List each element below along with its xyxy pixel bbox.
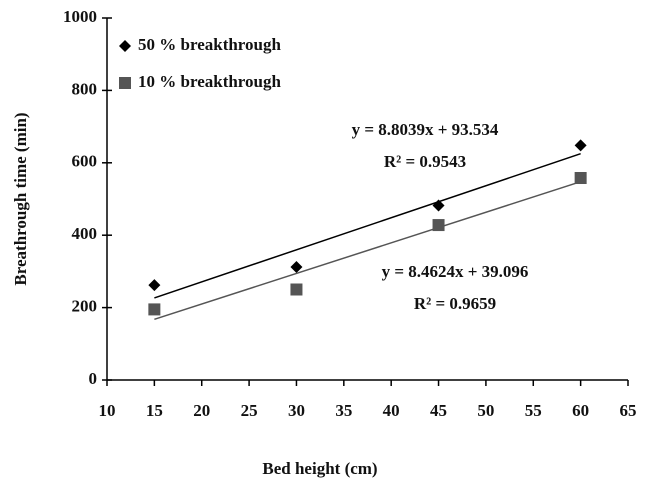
trendline bbox=[154, 152, 581, 299]
point bbox=[432, 199, 445, 212]
x-tick-label: 30 bbox=[288, 401, 305, 420]
point bbox=[148, 303, 161, 316]
annotation: y = 8.4624x + 39.096 bbox=[382, 262, 529, 281]
x-tick-label: 20 bbox=[193, 401, 210, 420]
x-tick-label: 25 bbox=[241, 401, 258, 420]
legend-label: 50 % breakthrough bbox=[138, 35, 282, 54]
x-tick-label: 15 bbox=[146, 401, 163, 420]
x-tick-label: 55 bbox=[525, 401, 542, 420]
trendline bbox=[154, 180, 581, 321]
y-tick-label: 600 bbox=[72, 152, 98, 171]
y-tick-label: 200 bbox=[72, 297, 98, 316]
x-tick-label: 35 bbox=[335, 401, 352, 420]
point bbox=[574, 139, 587, 152]
y-tick-label: 1000 bbox=[63, 7, 97, 26]
y-tick-label: 0 bbox=[89, 369, 98, 388]
x-tick-label: 10 bbox=[99, 401, 116, 420]
x-tick-label: 50 bbox=[477, 401, 494, 420]
x-tick-label: 40 bbox=[383, 401, 400, 420]
x-tick-label: 45 bbox=[430, 401, 447, 420]
point bbox=[574, 172, 587, 185]
legend-label: 10 % breakthrough bbox=[138, 72, 282, 91]
y-tick-label: 800 bbox=[72, 79, 98, 98]
legend-marker bbox=[119, 77, 131, 89]
annotation: R² = 0.9659 bbox=[414, 294, 496, 313]
x-tick-label: 60 bbox=[572, 401, 589, 420]
annotation: y = 8.8039x + 93.534 bbox=[352, 120, 499, 139]
y-axis-label: Breathrough time (min) bbox=[11, 112, 30, 285]
point bbox=[432, 219, 445, 232]
x-axis-label: Bed height (cm) bbox=[262, 459, 377, 478]
annotation: R² = 0.9543 bbox=[384, 152, 466, 171]
x-tick-label: 65 bbox=[620, 401, 637, 420]
y-tick-label: 400 bbox=[72, 224, 98, 243]
point bbox=[148, 279, 161, 292]
legend-marker bbox=[119, 40, 131, 52]
point bbox=[290, 261, 303, 274]
point bbox=[290, 283, 303, 296]
